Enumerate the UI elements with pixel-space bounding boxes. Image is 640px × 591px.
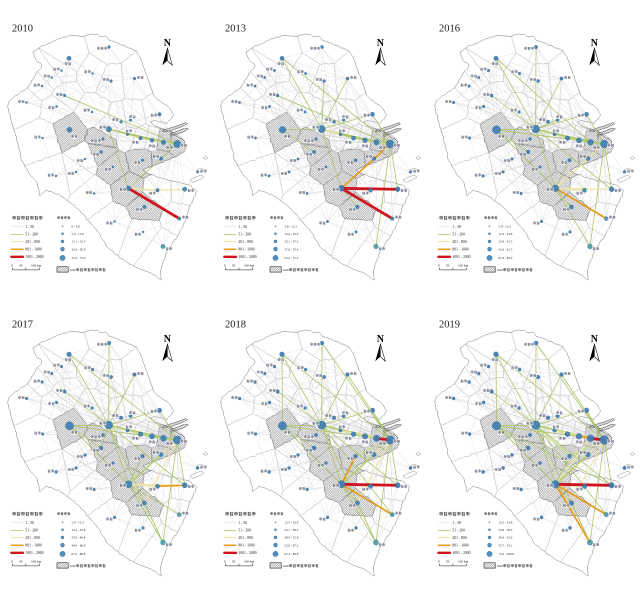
- svg-text:12.5 - 23.6: 12.5 - 23.6: [285, 520, 299, 524]
- svg-text:73.2 - 100.6: 73.2 - 100.6: [498, 552, 514, 556]
- svg-text:61.6 - 85.0: 61.6 - 85.0: [498, 256, 512, 260]
- svg-text:38.4 - 52.8: 38.4 - 52.8: [285, 535, 299, 539]
- svg-text:2016: 2016: [439, 24, 460, 35]
- svg-text:51.0 - 75.0: 51.0 - 75.0: [71, 256, 85, 260]
- svg-text:12.4 - 25.0: 12.4 - 25.0: [285, 232, 299, 236]
- svg-text:2018: 2018: [225, 319, 246, 330]
- svg-text:5.9 - 15.0: 5.9 - 15.0: [71, 232, 84, 236]
- svg-text:5.8 - 12.3: 5.8 - 12.3: [285, 224, 298, 228]
- svg-text:55.7 - 73.1: 55.7 - 73.1: [498, 543, 512, 547]
- svg-text:12.4 - 25.8: 12.4 - 25.8: [71, 527, 85, 531]
- svg-text:52.9 - 67.2: 52.9 - 67.2: [285, 543, 299, 547]
- svg-text:23.9 - 38.3: 23.9 - 38.3: [498, 527, 512, 531]
- svg-text:2010: 2010: [12, 24, 33, 35]
- svg-text:32.6 - 50.9: 32.6 - 50.9: [71, 247, 85, 251]
- svg-text:38.4 - 55.6: 38.4 - 55.6: [498, 535, 512, 539]
- svg-text:41.6 - 61.5: 41.6 - 61.5: [498, 247, 512, 251]
- svg-text:5.8 - 12.3: 5.8 - 12.3: [498, 224, 511, 228]
- svg-text:67.0 - 86.8: 67.0 - 86.8: [71, 552, 85, 556]
- svg-text:0 - 5.8: 0 - 5.8: [71, 224, 80, 228]
- svg-text:23.7 - 38.3: 23.7 - 38.3: [285, 527, 299, 531]
- svg-text:2013: 2013: [225, 24, 246, 35]
- svg-text:25.9 - 46.8: 25.9 - 46.8: [71, 535, 85, 539]
- svg-text:25.9 - 41.5: 25.9 - 41.5: [498, 240, 512, 244]
- svg-text:46.9 - 66.9: 46.9 - 66.9: [71, 543, 85, 547]
- svg-text:2017: 2017: [12, 319, 33, 330]
- svg-text:25.1 - 37.5: 25.1 - 37.5: [285, 240, 299, 244]
- svg-text:5.9 - 12.3: 5.9 - 12.3: [71, 520, 84, 524]
- svg-text:67.3 - 89.8: 67.3 - 89.8: [285, 552, 299, 556]
- svg-text:37.6 - 55.4: 37.6 - 55.4: [285, 247, 299, 251]
- svg-text:2019: 2019: [439, 319, 460, 330]
- svg-text:12.5 - 23.8: 12.5 - 23.8: [498, 520, 512, 524]
- svg-text:12.4 - 25.8: 12.4 - 25.8: [498, 232, 512, 236]
- svg-text:55.5 - 77.3: 55.5 - 77.3: [285, 256, 299, 260]
- svg-text:15.1 - 32.5: 15.1 - 32.5: [71, 240, 85, 244]
